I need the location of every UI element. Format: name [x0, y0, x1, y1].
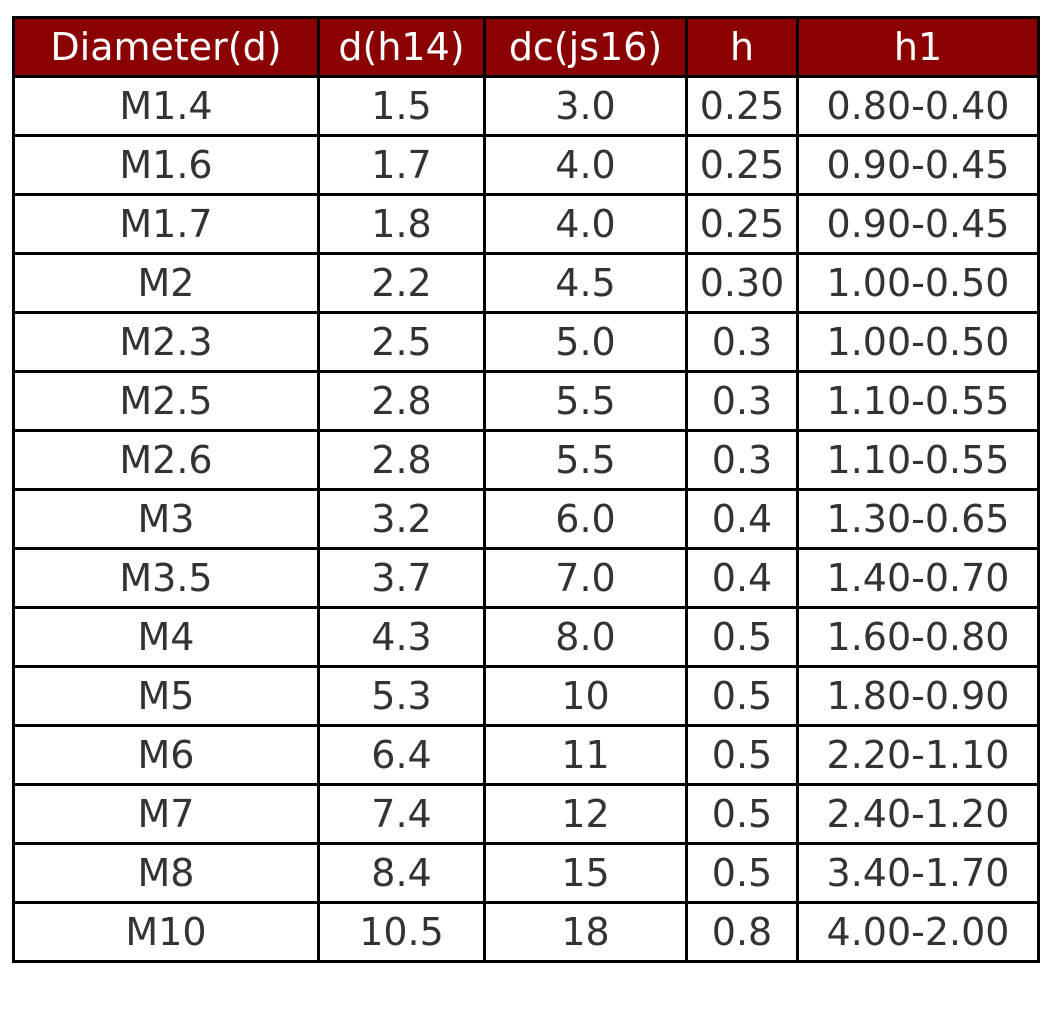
table-row: M5 5.3 10 0.5 1.80-0.90 [12, 665, 1040, 727]
h-cell: 0.4 [685, 547, 799, 609]
diameter-cell: M2 [12, 252, 320, 314]
d-h14-cell: 2.2 [317, 252, 486, 314]
dc-js16-cell: 18 [483, 901, 688, 963]
h1-cell: 1.80-0.90 [796, 665, 1040, 727]
d-h14-cell: 1.5 [317, 75, 486, 137]
diameter-cell: M7 [12, 783, 320, 845]
h1-cell: 2.20-1.10 [796, 724, 1040, 786]
h-cell: 0.5 [685, 665, 799, 727]
d-h14-cell: 6.4 [317, 724, 486, 786]
dc-js16-cell: 7.0 [483, 547, 688, 609]
table-row: M3.5 3.7 7.0 0.4 1.40-0.70 [12, 547, 1040, 609]
h-cell: 0.3 [685, 429, 799, 491]
table-header: Diameter(d) d(h14) dc(js16) h h1 [12, 16, 1040, 78]
diameter-cell: M5 [12, 665, 320, 727]
dc-js16-cell: 5.0 [483, 311, 688, 373]
diameter-cell: M1.4 [12, 75, 320, 137]
h1-cell: 0.80-0.40 [796, 75, 1040, 137]
d-h14-cell: 4.3 [317, 606, 486, 668]
table-body: M1.4 1.5 3.0 0.25 0.80-0.40 M1.6 1.7 4.0 0.25 0.9… [12, 75, 1040, 963]
diameter-cell: M8 [12, 842, 320, 904]
table-row: M3 3.2 6.0 0.4 1.30-0.65 [12, 488, 1040, 550]
dc-js16-cell: 12 [483, 783, 688, 845]
table-row: M8 8.4 15 0.5 3.40-1.70 [12, 842, 1040, 904]
dc-js16-cell: 4.5 [483, 252, 688, 314]
table-row: M2.6 2.8 5.5 0.3 1.10-0.55 [12, 429, 1040, 491]
d-h14-cell: 3.7 [317, 547, 486, 609]
table-row: M7 7.4 12 0.5 2.40-1.20 [12, 783, 1040, 845]
h-cell: 0.25 [685, 134, 799, 196]
dc-js16-cell: 3.0 [483, 75, 688, 137]
h-cell: 0.5 [685, 606, 799, 668]
h-cell: 0.30 [685, 252, 799, 314]
diameter-cell: M4 [12, 606, 320, 668]
h-cell: 0.25 [685, 193, 799, 255]
diameter-cell: M6 [12, 724, 320, 786]
diameter-cell: M1.7 [12, 193, 320, 255]
header-h1: h1 [796, 16, 1040, 78]
h1-cell: 1.60-0.80 [796, 606, 1040, 668]
diameter-cell: M3.5 [12, 547, 320, 609]
d-h14-cell: 1.7 [317, 134, 486, 196]
d-h14-cell: 5.3 [317, 665, 486, 727]
dc-js16-cell: 15 [483, 842, 688, 904]
table-row: M2.3 2.5 5.0 0.3 1.00-0.50 [12, 311, 1040, 373]
header-row: Diameter(d) d(h14) dc(js16) h h1 [12, 16, 1040, 78]
d-h14-cell: 2.8 [317, 429, 486, 491]
h1-cell: 1.00-0.50 [796, 252, 1040, 314]
dc-js16-cell: 5.5 [483, 429, 688, 491]
h1-cell: 0.90-0.45 [796, 134, 1040, 196]
h-cell: 0.5 [685, 783, 799, 845]
diameter-cell: M2.5 [12, 370, 320, 432]
dc-js16-cell: 10 [483, 665, 688, 727]
h1-cell: 0.90-0.45 [796, 193, 1040, 255]
d-h14-cell: 1.8 [317, 193, 486, 255]
dc-js16-cell: 4.0 [483, 193, 688, 255]
header-h: h [685, 16, 799, 78]
h-cell: 0.5 [685, 724, 799, 786]
h-cell: 0.4 [685, 488, 799, 550]
diameter-cell: M1.6 [12, 134, 320, 196]
h1-cell: 2.40-1.20 [796, 783, 1040, 845]
diameter-cell: M3 [12, 488, 320, 550]
dc-js16-cell: 8.0 [483, 606, 688, 668]
dc-js16-cell: 4.0 [483, 134, 688, 196]
table-row: M10 10.5 18 0.8 4.00-2.00 [12, 901, 1040, 963]
d-h14-cell: 3.2 [317, 488, 486, 550]
h-cell: 0.3 [685, 370, 799, 432]
table-row: M2.5 2.8 5.5 0.3 1.10-0.55 [12, 370, 1040, 432]
h1-cell: 3.40-1.70 [796, 842, 1040, 904]
table-row: M2 2.2 4.5 0.30 1.00-0.50 [12, 252, 1040, 314]
header-dc-js16: dc(js16) [483, 16, 688, 78]
d-h14-cell: 10.5 [317, 901, 486, 963]
dc-js16-cell: 5.5 [483, 370, 688, 432]
diameter-cell: M2.3 [12, 311, 320, 373]
h-cell: 0.25 [685, 75, 799, 137]
table-row: M1.6 1.7 4.0 0.25 0.90-0.45 [12, 134, 1040, 196]
table-row: M4 4.3 8.0 0.5 1.60-0.80 [12, 606, 1040, 668]
h-cell: 0.5 [685, 842, 799, 904]
h1-cell: 1.00-0.50 [796, 311, 1040, 373]
table-row: M6 6.4 11 0.5 2.20-1.10 [12, 724, 1040, 786]
h1-cell: 1.40-0.70 [796, 547, 1040, 609]
h1-cell: 1.30-0.65 [796, 488, 1040, 550]
dc-js16-cell: 11 [483, 724, 688, 786]
table-row: M1.7 1.8 4.0 0.25 0.90-0.45 [12, 193, 1040, 255]
dimension-table: Diameter(d) d(h14) dc(js16) h h1 M1.4 1.5… [12, 16, 1040, 963]
h1-cell: 4.00-2.00 [796, 901, 1040, 963]
d-h14-cell: 8.4 [317, 842, 486, 904]
header-d-h14: d(h14) [317, 16, 486, 78]
d-h14-cell: 7.4 [317, 783, 486, 845]
header-diameter: Diameter(d) [12, 16, 320, 78]
d-h14-cell: 2.8 [317, 370, 486, 432]
h-cell: 0.8 [685, 901, 799, 963]
h1-cell: 1.10-0.55 [796, 429, 1040, 491]
diameter-cell: M2.6 [12, 429, 320, 491]
h-cell: 0.3 [685, 311, 799, 373]
dc-js16-cell: 6.0 [483, 488, 688, 550]
diameter-cell: M10 [12, 901, 320, 963]
d-h14-cell: 2.5 [317, 311, 486, 373]
table-row: M1.4 1.5 3.0 0.25 0.80-0.40 [12, 75, 1040, 137]
h1-cell: 1.10-0.55 [796, 370, 1040, 432]
